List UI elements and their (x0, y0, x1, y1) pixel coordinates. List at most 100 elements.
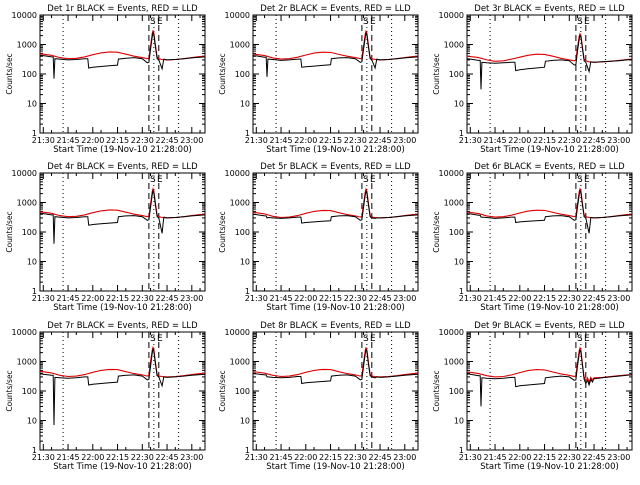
y-tick-label: 100 (449, 70, 464, 79)
y-tick-label: 10 (27, 258, 37, 267)
panel-title: Det 2r BLACK = Events, RED = LLD (260, 4, 411, 14)
x-tick-label: 22:15 (319, 453, 342, 462)
panel-title: Det 7r BLACK = Events, RED = LLD (47, 321, 198, 331)
x-tick-label: 22:15 (106, 136, 129, 145)
y-tick-label: 1000 (17, 199, 37, 208)
x-tick-label: 22:15 (106, 453, 129, 462)
x-tick-label: 22:00 (81, 294, 104, 303)
x-tick-label: 23:00 (607, 136, 630, 145)
x-tick-label: 22:15 (533, 136, 556, 145)
y-tick-label: 100 (449, 228, 464, 237)
x-tick-label: 23:00 (393, 453, 416, 462)
axes-frame (466, 172, 633, 292)
axes-frame (39, 331, 206, 451)
x-tick-label: 22:30 (344, 453, 367, 462)
x-tick-label: 22:00 (294, 453, 317, 462)
start-marker-label: S (577, 334, 583, 344)
y-tick-label: 1000 (230, 41, 250, 50)
end-marker-label: E (584, 17, 590, 27)
x-tick-label: 22:00 (294, 136, 317, 145)
start-marker-label: S (363, 17, 369, 27)
series-line-lld (252, 187, 419, 219)
x-tick-label: 22:30 (344, 136, 367, 145)
x-tick-label: 22:15 (533, 294, 556, 303)
x-tick-label: 21:30 (459, 294, 482, 303)
x-tick-label: 22:45 (156, 453, 179, 462)
x-tick-label: 22:00 (508, 294, 531, 303)
start-marker-label: S (150, 17, 156, 27)
detector-panel-8: Det 8r BLACK = Events, RED = LLD 1 10 100 10… (218, 321, 419, 472)
y-tick-label: 1 (32, 287, 37, 296)
panel-title: Det 8r BLACK = Events, RED = LLD (260, 321, 411, 331)
start-marker-label: S (150, 175, 156, 185)
x-tick-label: 21:30 (245, 453, 268, 462)
series-line-lld (39, 29, 206, 61)
y-tick-label: 1 (32, 129, 37, 138)
x-tick-label: 22:30 (131, 294, 154, 303)
y-tick-label: 10 (454, 417, 464, 426)
x-tick-label: 22:45 (583, 294, 606, 303)
y-tick-label: 1000 (444, 199, 464, 208)
x-tick-label: 22:15 (319, 294, 342, 303)
y-axis-label: Counts/sec (218, 53, 227, 94)
y-tick-label: 10 (240, 417, 250, 426)
y-axis-label: Counts/sec (432, 211, 441, 252)
y-tick-label: 100 (235, 228, 250, 237)
x-tick-label: 23:00 (180, 453, 203, 462)
y-tick-label: 10 (454, 258, 464, 267)
x-tick-label: 21:45 (484, 294, 507, 303)
x-tick-label: 23:00 (180, 136, 203, 145)
x-tick-label: 23:00 (393, 136, 416, 145)
y-tick-label: 10 (240, 100, 250, 109)
start-marker-label: S (577, 17, 583, 27)
x-tick-label: 22:30 (558, 294, 581, 303)
y-tick-label: 1 (32, 446, 37, 455)
y-tick-label: 10000 (12, 169, 37, 178)
x-tick-label: 22:30 (558, 453, 581, 462)
axes-frame (39, 14, 206, 134)
x-tick-label: 22:00 (294, 294, 317, 303)
series-line-events (466, 189, 633, 234)
x-tick-label: 22:45 (369, 453, 392, 462)
y-tick-label: 10 (240, 258, 250, 267)
end-marker-label: E (370, 17, 376, 27)
end-marker-label: E (157, 334, 163, 344)
x-axis-label: Start Time (19-Nov-10 21:28:00) (266, 303, 405, 313)
x-tick-label: 22:45 (369, 294, 392, 303)
y-tick-label: 1000 (444, 41, 464, 50)
y-axis-label: Counts/sec (432, 53, 441, 94)
x-axis-label: Start Time (19-Nov-10 21:28:00) (53, 303, 192, 313)
x-axis-label: Start Time (19-Nov-10 21:28:00) (266, 145, 405, 155)
axes-frame (252, 14, 419, 134)
end-marker-label: E (584, 334, 590, 344)
x-tick-label: 21:45 (57, 453, 80, 462)
y-tick-label: 10000 (439, 328, 464, 337)
y-tick-label: 100 (22, 228, 37, 237)
x-tick-label: 21:30 (459, 136, 482, 145)
end-marker-label: E (370, 175, 376, 185)
end-marker-label: E (157, 17, 163, 27)
panel-title: Det 9r BLACK = Events, RED = LLD (474, 321, 625, 331)
x-axis-label: Start Time (19-Nov-10 21:28:00) (480, 462, 619, 472)
series-line-events (252, 348, 419, 385)
y-tick-label: 10000 (439, 169, 464, 178)
y-tick-label: 10000 (225, 11, 250, 20)
x-tick-label: 22:15 (533, 453, 556, 462)
y-axis-label: Counts/sec (5, 211, 14, 252)
detector-panel-7: Det 7r BLACK = Events, RED = LLD 1 10 100 10… (5, 321, 206, 472)
x-tick-label: 22:30 (131, 453, 154, 462)
series-line-events (466, 34, 633, 90)
y-tick-label: 10000 (12, 11, 37, 20)
x-tick-label: 22:00 (81, 136, 104, 145)
y-tick-label: 1000 (17, 41, 37, 50)
x-tick-label: 22:30 (344, 294, 367, 303)
y-tick-label: 10000 (225, 169, 250, 178)
y-axis-label: Counts/sec (432, 370, 441, 411)
y-tick-label: 10000 (439, 11, 464, 20)
x-tick-label: 21:45 (57, 294, 80, 303)
x-axis-label: Start Time (19-Nov-10 21:28:00) (53, 145, 192, 155)
y-tick-label: 10000 (225, 328, 250, 337)
end-marker-label: E (370, 334, 376, 344)
end-marker-label: E (584, 175, 590, 185)
